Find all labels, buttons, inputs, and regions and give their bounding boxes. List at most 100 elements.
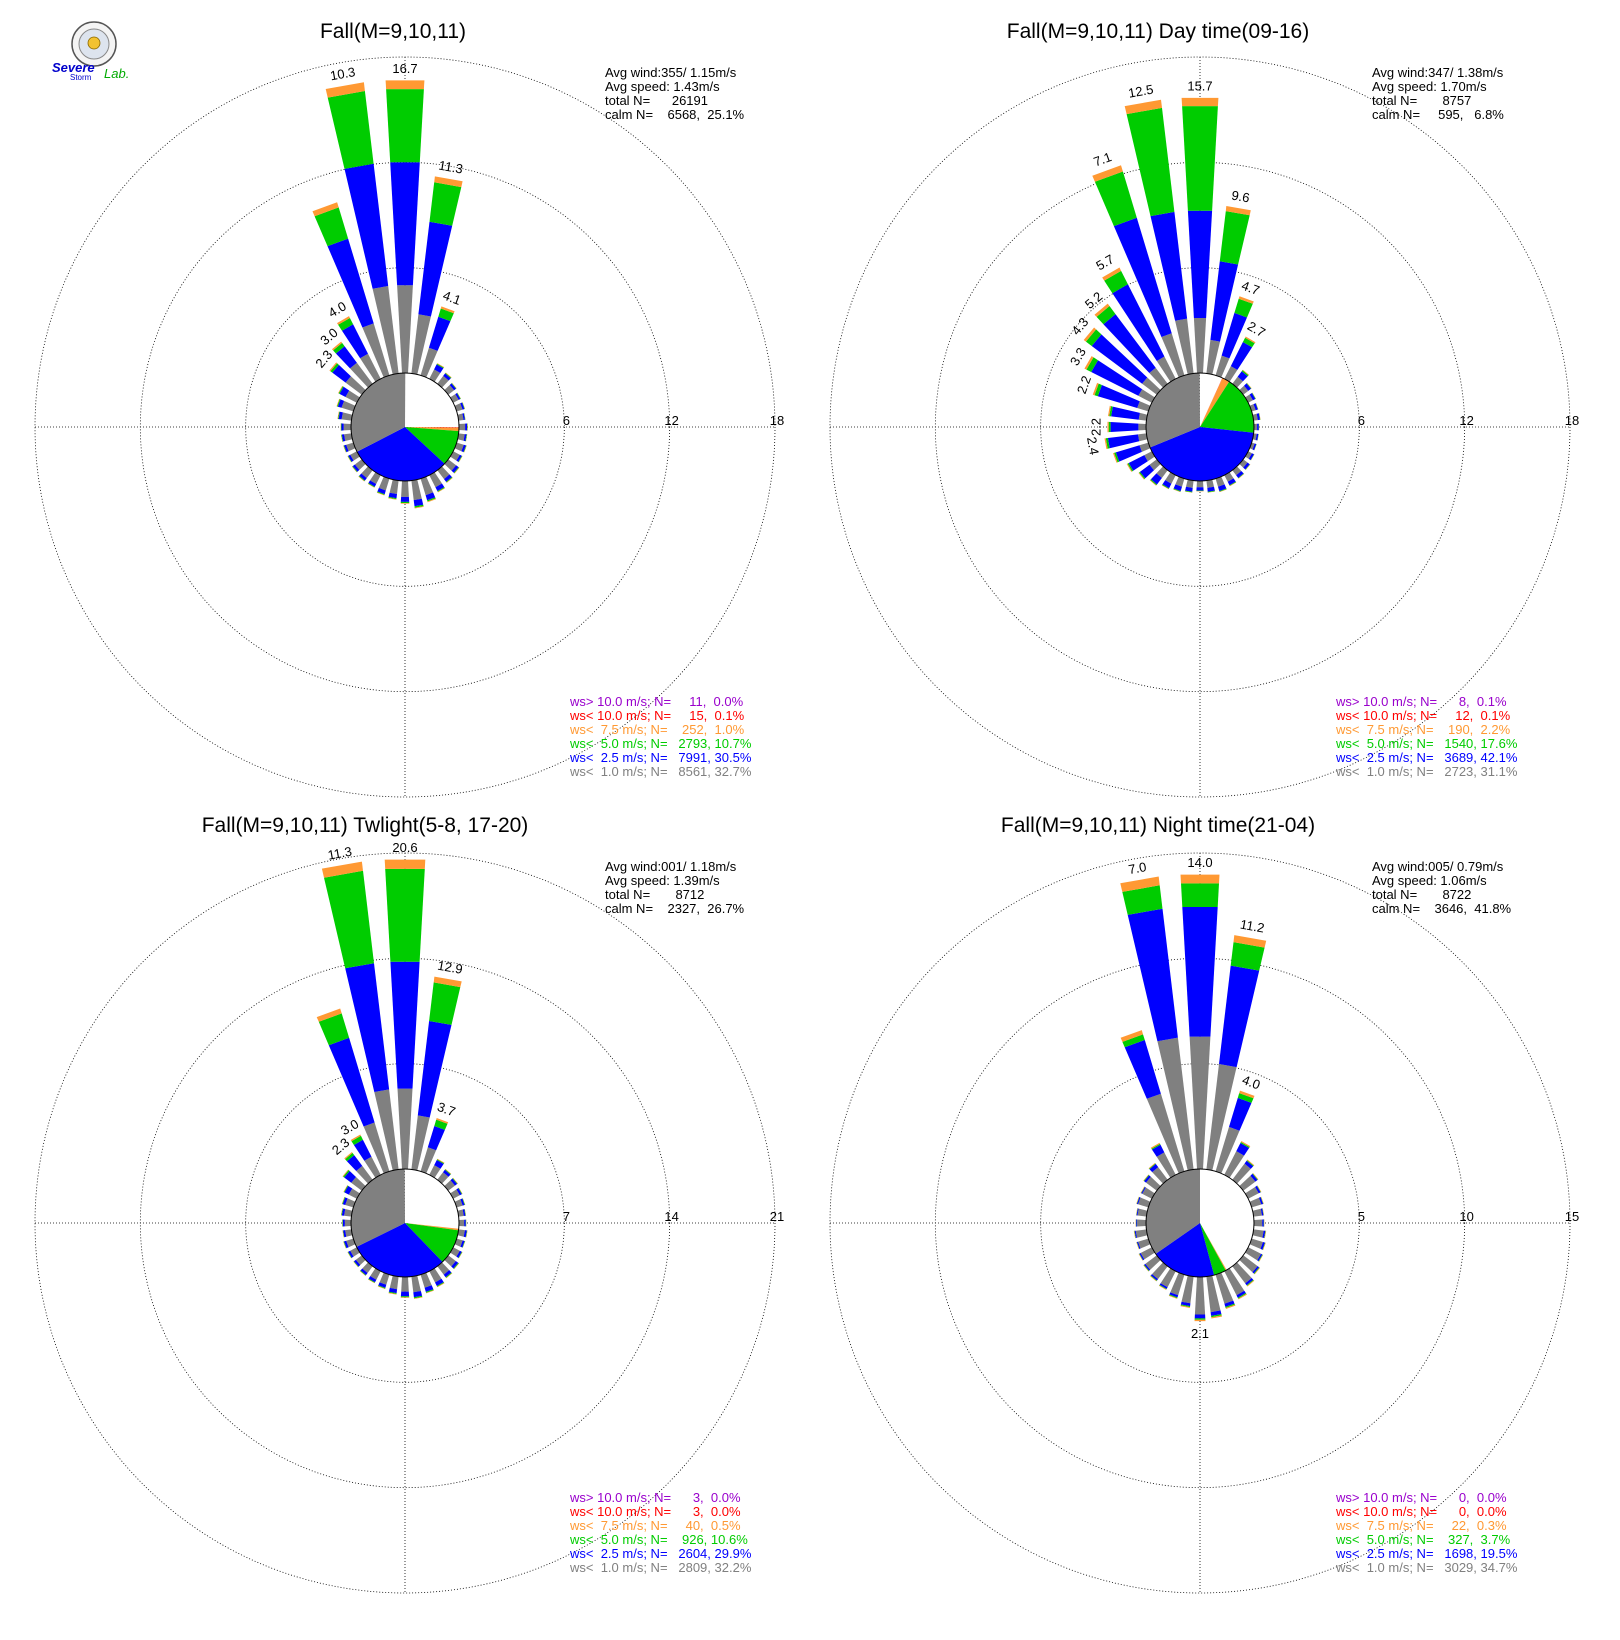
bar-segment [1262, 1242, 1266, 1251]
bar-segment [1246, 382, 1252, 389]
ring-label: 14 [664, 1209, 678, 1224]
bar-segment [1224, 1300, 1235, 1307]
bar-segment [444, 1180, 455, 1191]
bar-segment [1150, 1275, 1157, 1282]
bar-segment [341, 1208, 346, 1216]
bar-segment [400, 503, 410, 504]
bar-value-label: 2.7 [1245, 318, 1268, 340]
bar-segment [1180, 1305, 1190, 1308]
bar-segment [1104, 270, 1128, 294]
bar-segment [345, 1198, 356, 1208]
bar-segment [1149, 1163, 1159, 1173]
bar-segment [321, 861, 363, 878]
bar-segment [414, 1296, 423, 1299]
bar-segment [1189, 1036, 1211, 1170]
bar-segment [453, 1262, 459, 1269]
stat-avg-wind: Avg wind:005/ 0.79m/s [1372, 859, 1504, 874]
bar-segment [446, 477, 453, 483]
bar-segment [1139, 464, 1154, 479]
bar-segment [436, 1159, 445, 1164]
bar-segment [1175, 476, 1185, 487]
bar-segment [350, 451, 360, 461]
bar-segment [464, 1209, 467, 1216]
bar-segment [1233, 935, 1267, 948]
bar-segment [1156, 1152, 1176, 1178]
bar-segment [312, 202, 339, 217]
pie-outline [1145, 1168, 1255, 1278]
bar-segment [342, 324, 368, 359]
bar-segment [360, 1268, 368, 1276]
bar-segment [453, 1263, 460, 1270]
bar-segment [327, 238, 374, 328]
bar-segment [347, 455, 352, 463]
direction-bars [1083, 97, 1261, 493]
bar-segment [1250, 454, 1255, 461]
bar-segment [1180, 1304, 1191, 1308]
bar-segment [1229, 1097, 1252, 1131]
bar-segment [1156, 466, 1168, 478]
bar-segment [462, 413, 465, 420]
ring-label: 15 [1565, 1209, 1579, 1224]
bar-segment [1144, 1175, 1151, 1183]
bar-segment [455, 393, 461, 400]
bar-segment [359, 1270, 366, 1276]
bar-segment [1243, 462, 1250, 470]
bar-segment [1252, 1173, 1259, 1180]
bar-segment [1239, 459, 1248, 468]
bar-segment [386, 89, 424, 163]
bar-segment [1239, 1090, 1255, 1099]
legend-entry: ws< 1.0 m/s; N= 8561, 32.7% [569, 764, 752, 779]
bar-segment [464, 445, 467, 453]
pie-slice-lt5 [405, 427, 459, 464]
bar-segment [451, 1261, 459, 1269]
bar-segment [1193, 318, 1207, 374]
bar-segment [1260, 1208, 1264, 1216]
bar-segment [465, 1230, 468, 1238]
bar-value-label: 16.7 [392, 61, 417, 76]
bar-segment [350, 1247, 360, 1257]
bar-segment [343, 1170, 350, 1178]
bar-segment [444, 474, 452, 482]
bar-segment [1091, 334, 1148, 384]
bar-segment [345, 1229, 353, 1237]
bar-segment [1138, 1197, 1151, 1208]
bar-segment [340, 423, 342, 431]
bar-segment [411, 314, 431, 375]
bar-segment [345, 1152, 355, 1162]
legend-entry: ws< 10.0 m/s; N= 15, 0.1% [569, 708, 745, 723]
legend-entry: ws< 10.0 m/s; N= 12, 0.1% [1335, 708, 1511, 723]
bar-segment [1151, 1143, 1161, 1150]
bar-segment [1091, 360, 1143, 396]
bar-segment [434, 176, 463, 188]
bar-segment [379, 1272, 390, 1285]
ring-label: 12 [1459, 413, 1473, 428]
bar-segment [344, 1152, 353, 1160]
bar-segment [1264, 1230, 1266, 1239]
bar-segment [1110, 422, 1139, 432]
bar-segment [458, 423, 466, 431]
bar-segment [1219, 489, 1227, 493]
bar-segment [1260, 1196, 1264, 1204]
bar-segment [444, 459, 457, 471]
bar-segment [1206, 1064, 1237, 1171]
legend-entry: ws< 5.0 m/s; N= 1540, 17.6% [1335, 736, 1518, 751]
bar-segment [1139, 1253, 1144, 1261]
bar-segment [1126, 463, 1132, 472]
bar-segment [458, 455, 463, 463]
logo-text-lab: Lab. [104, 66, 129, 81]
bar-segment [1136, 1197, 1141, 1205]
bar-segment [314, 207, 349, 247]
bar-segment [1262, 1219, 1264, 1227]
stat-avg-speed: Avg speed: 1.06m/s [1372, 873, 1487, 888]
pie-outline [350, 1168, 460, 1278]
bar-segment [411, 1115, 430, 1171]
bar-segment [454, 467, 460, 474]
bar-segment [1232, 1163, 1251, 1184]
bar-segment [435, 1278, 444, 1286]
stat-total-n: total N= 8712 [605, 887, 704, 902]
bar-segment [368, 1279, 375, 1284]
bar-segment [1112, 284, 1165, 361]
bar-value-label: 12.5 [1127, 82, 1155, 101]
bar-segment [328, 1037, 375, 1127]
